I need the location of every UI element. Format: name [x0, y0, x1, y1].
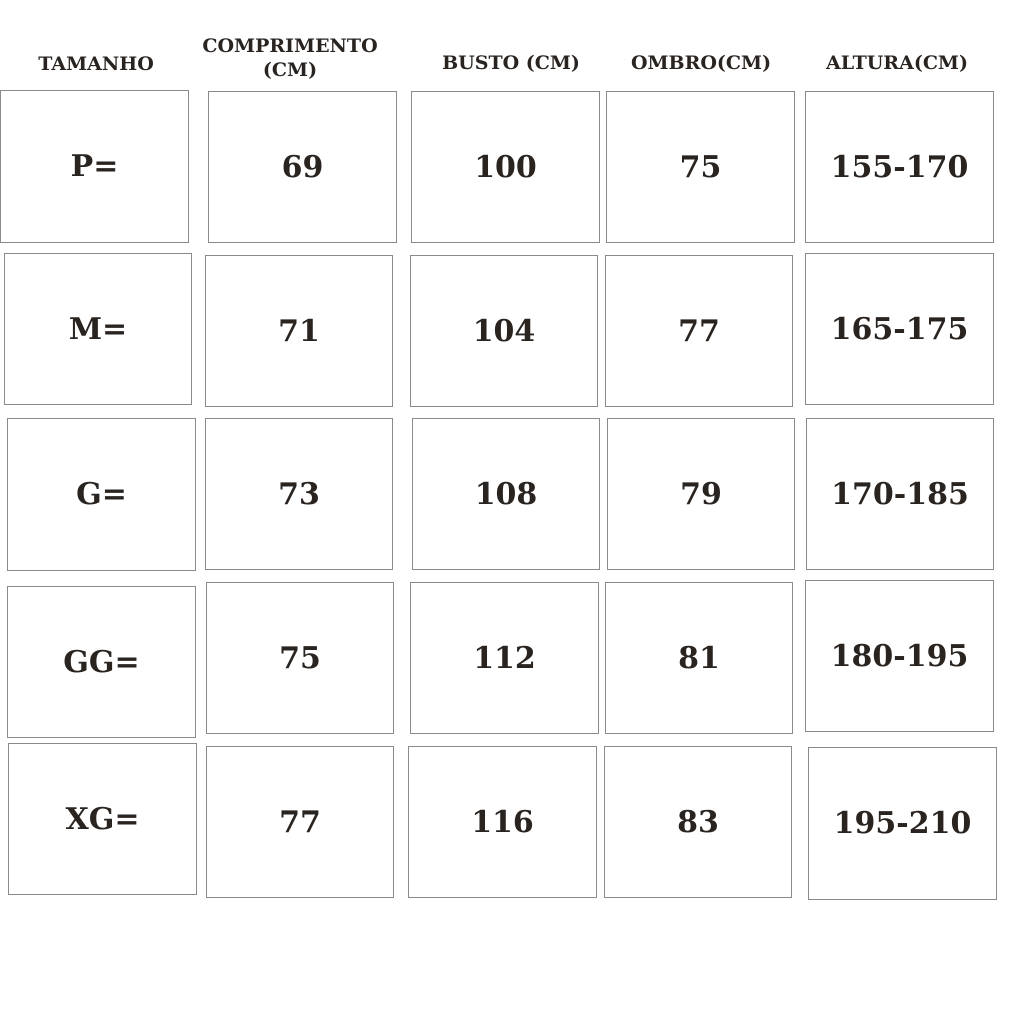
- cell-value: P=: [70, 149, 119, 184]
- header-altura: ALTURA(CM): [826, 52, 968, 74]
- cell-value: 180-195: [830, 638, 969, 674]
- cell-comprimento: 73: [205, 418, 393, 570]
- cell-value: 195-210: [833, 806, 972, 841]
- cell-value: XG=: [65, 801, 140, 837]
- cell-value: 104: [472, 313, 536, 349]
- cell-value: GG=: [63, 644, 140, 680]
- cell-size: P=: [0, 90, 189, 243]
- cell-altura: 180-195: [805, 580, 994, 732]
- cell-size: XG=: [8, 743, 197, 895]
- header-tamanho: TAMANHO: [38, 53, 154, 75]
- header-busto: BUSTO (CM): [442, 52, 580, 74]
- cell-ombro: 83: [604, 746, 792, 898]
- cell-value: 83: [677, 804, 719, 840]
- cell-ombro: 81: [605, 582, 793, 734]
- cell-altura: 165-175: [805, 253, 994, 405]
- cell-comprimento: 75: [206, 582, 394, 734]
- header-comprimento: COMPRIMENTO (CM): [202, 34, 377, 82]
- header-comprimento-line1: COMPRIMENTO: [202, 35, 378, 57]
- header-comprimento-line2: (CM): [262, 59, 318, 81]
- cell-value: 81: [678, 640, 720, 676]
- cell-value: G=: [76, 477, 127, 512]
- cell-value: 100: [474, 149, 537, 185]
- cell-value: 165-175: [830, 311, 969, 347]
- cell-altura: 155-170: [805, 91, 994, 243]
- cell-value: 79: [680, 476, 722, 512]
- cell-value: 116: [471, 804, 534, 840]
- cell-comprimento: 71: [205, 255, 393, 407]
- cell-size: G=: [7, 418, 196, 571]
- cell-altura: 195-210: [808, 747, 997, 900]
- cell-value: 155-170: [830, 149, 969, 185]
- cell-value: 112: [473, 640, 536, 676]
- cell-busto: 100: [411, 91, 600, 243]
- cell-value: 77: [678, 313, 720, 349]
- cell-ombro: 79: [607, 418, 795, 570]
- cell-value: 71: [278, 313, 320, 349]
- cell-value: 75: [279, 640, 321, 676]
- cell-value: 69: [281, 149, 324, 185]
- cell-busto: 108: [412, 418, 600, 570]
- cell-value: 108: [474, 476, 538, 512]
- cell-value: 75: [679, 149, 722, 185]
- cell-comprimento: 77: [206, 746, 394, 898]
- cell-busto: 112: [410, 582, 599, 734]
- cell-ombro: 75: [606, 91, 795, 243]
- cell-busto: 116: [408, 746, 597, 898]
- cell-altura: 170-185: [806, 418, 994, 570]
- cell-value: 77: [279, 804, 321, 840]
- header-ombro: OMBRO(CM): [630, 52, 772, 74]
- cell-value: 73: [278, 476, 320, 512]
- cell-size: M=: [4, 253, 192, 405]
- cell-busto: 104: [410, 255, 598, 407]
- cell-size: GG=: [7, 586, 196, 738]
- cell-comprimento: 69: [208, 91, 397, 243]
- cell-value: 170-185: [831, 476, 969, 512]
- cell-value: M=: [68, 311, 128, 347]
- cell-ombro: 77: [605, 255, 793, 407]
